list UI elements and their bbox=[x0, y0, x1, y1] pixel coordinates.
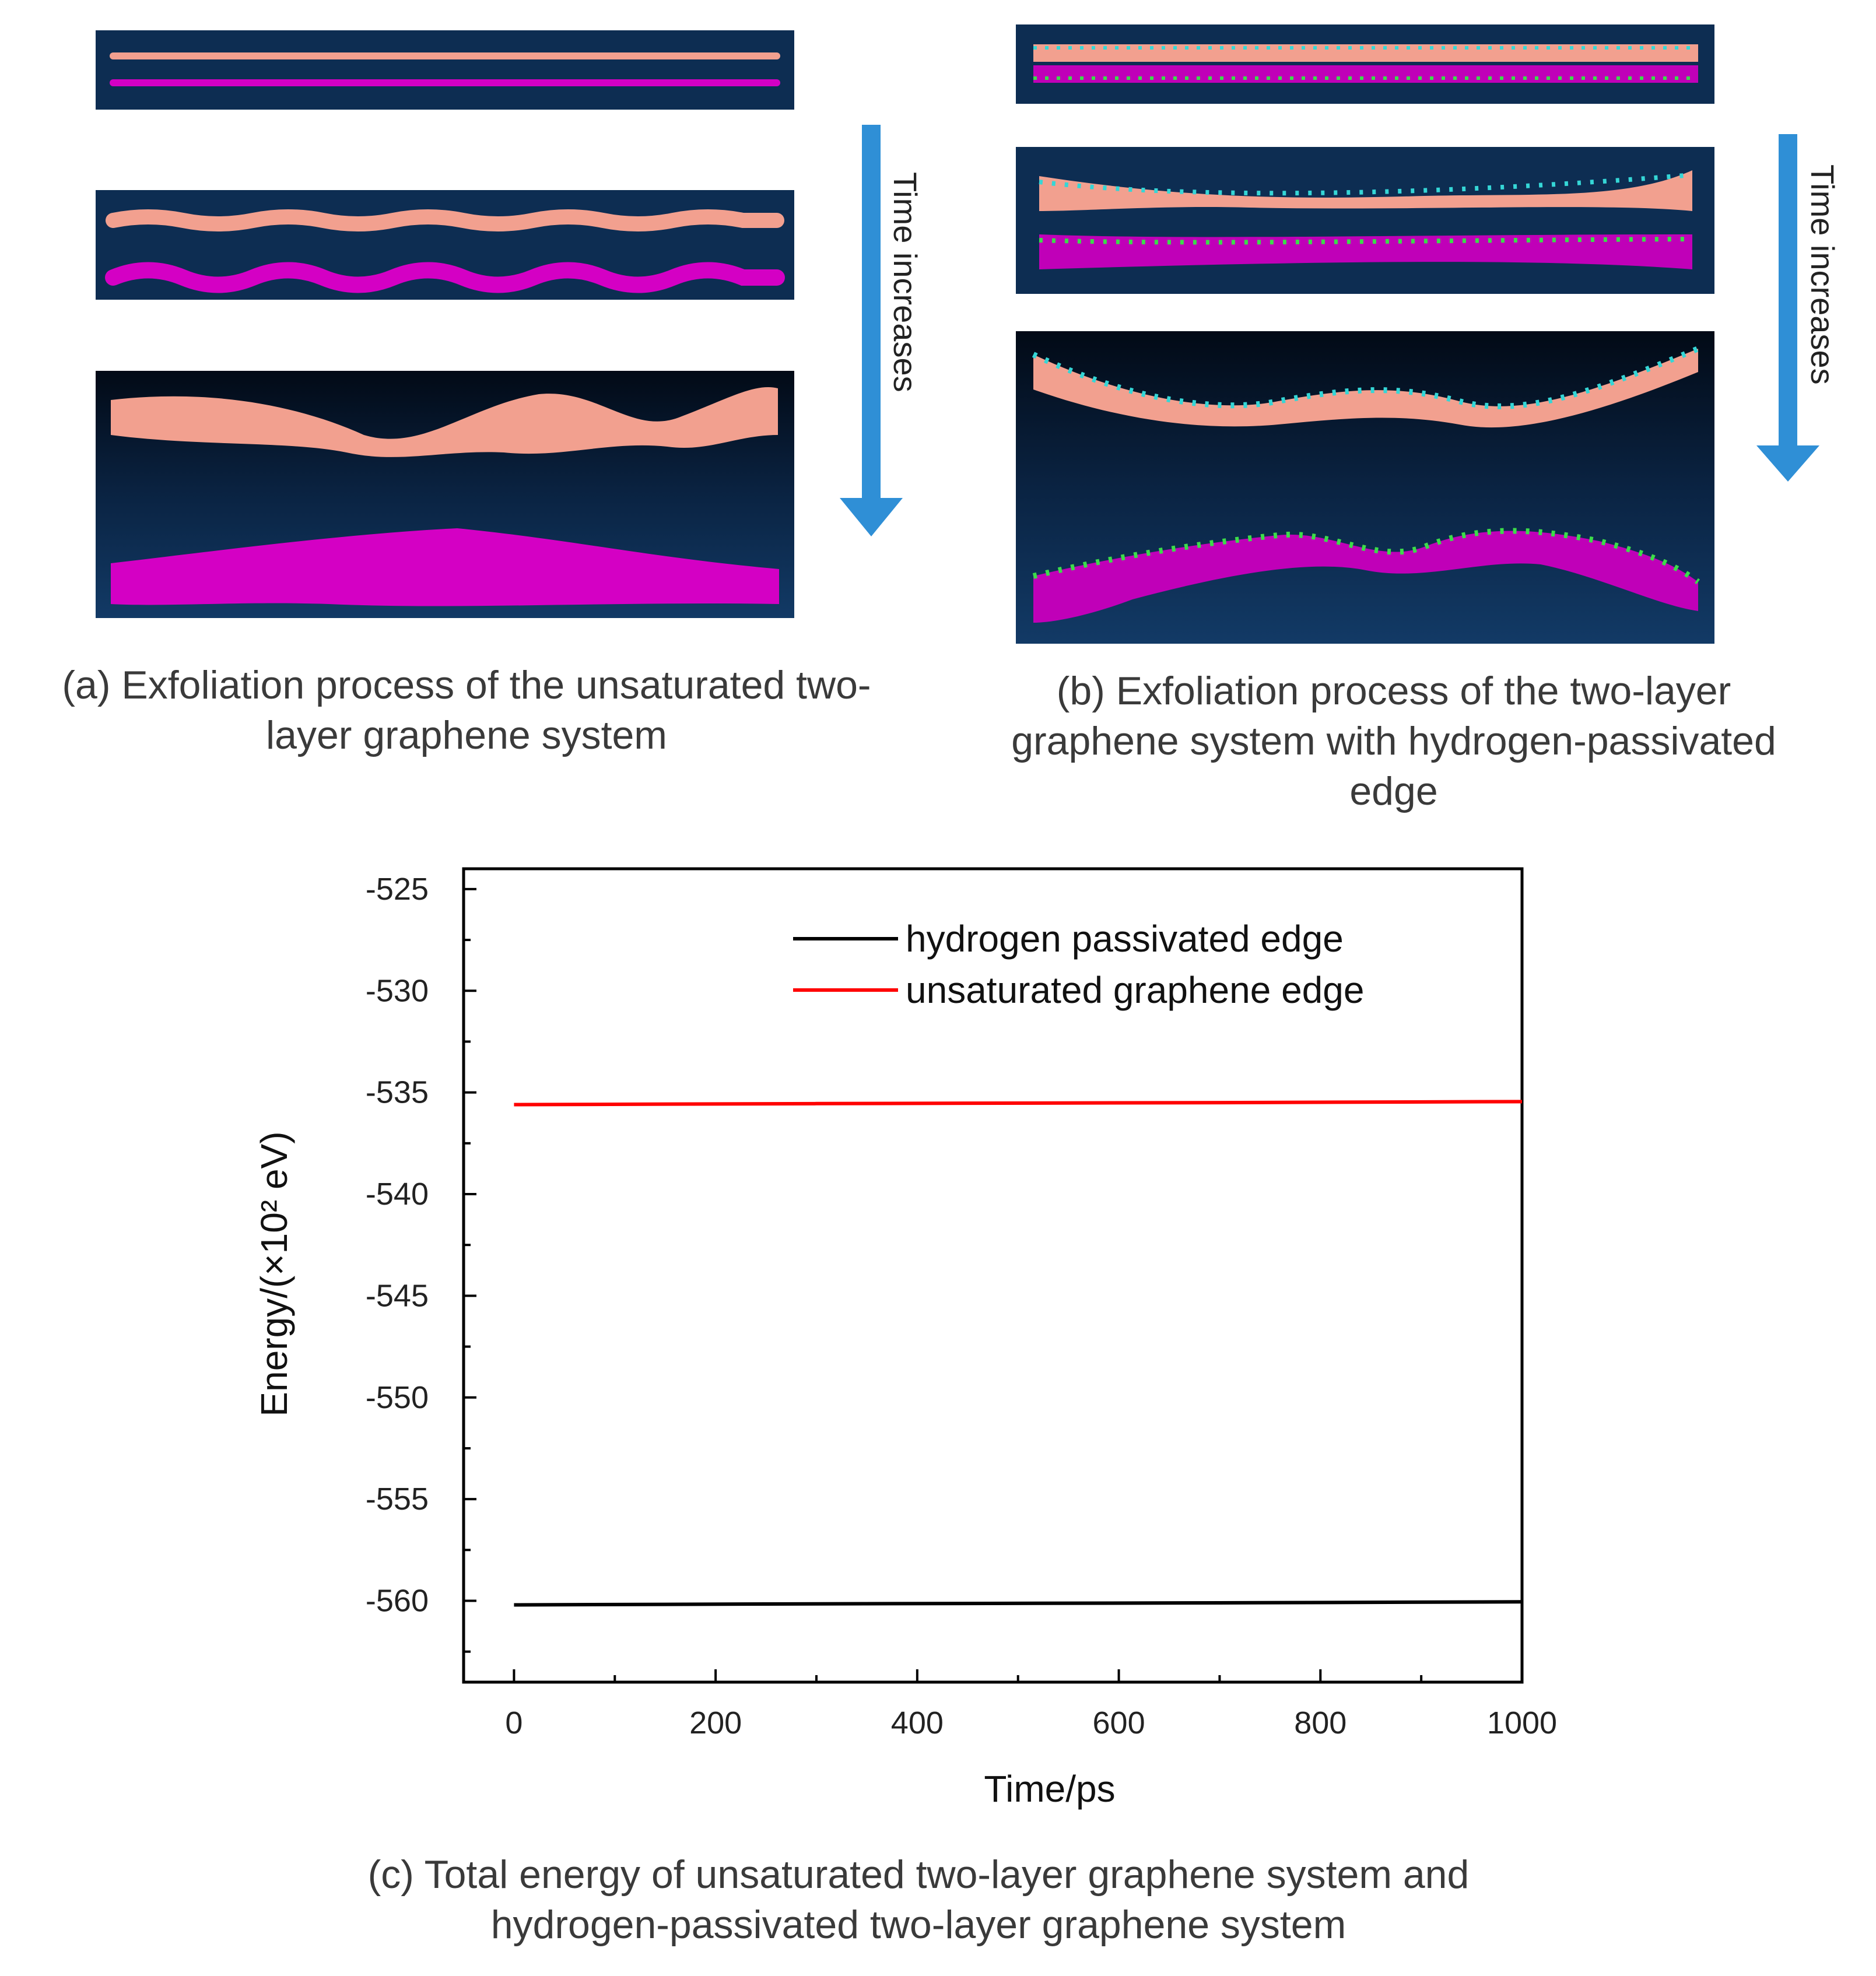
panel-a-snapshot-2-graphic bbox=[96, 190, 794, 300]
panel-a-snapshot-1 bbox=[96, 30, 794, 110]
legend-label: unsaturated graphene edge bbox=[906, 969, 1364, 1011]
x-tick-label: 1000 bbox=[1487, 1705, 1557, 1740]
panel-a-caption: (a) Exfoliation process of the unsaturat… bbox=[12, 660, 921, 760]
y-tick-label: -555 bbox=[366, 1482, 429, 1517]
panel-b-snapshot-3-graphic bbox=[1016, 331, 1714, 644]
panel-c-caption: (c) Total energy of unsaturated two-laye… bbox=[175, 1849, 1662, 1950]
panel-b-snapshot-1 bbox=[1016, 24, 1714, 104]
x-tick-label: 0 bbox=[505, 1705, 523, 1740]
panel-a-snapshot-3-graphic bbox=[96, 371, 794, 618]
panel-b-snapshot-3 bbox=[1016, 331, 1714, 644]
panel-b-snapshot-2-graphic bbox=[1016, 147, 1714, 294]
y-axis-title: Energy/(×10² eV) bbox=[253, 1131, 295, 1416]
panel-b-caption-line: graphene system with hydrogen-passivated bbox=[1011, 719, 1776, 763]
legend-label: hydrogen passivated edge bbox=[906, 918, 1344, 960]
plot-frame bbox=[462, 867, 1524, 1684]
panel-a-caption-line: (a) Exfoliation process of the unsaturat… bbox=[62, 663, 871, 707]
panel-a-snapshot-2 bbox=[96, 190, 794, 300]
panel-b-caption-line: edge bbox=[1349, 769, 1438, 813]
panel-b-snapshot-1-graphic bbox=[1016, 24, 1714, 104]
x-tick-label: 800 bbox=[1294, 1705, 1346, 1740]
y-tick-label: -550 bbox=[366, 1380, 429, 1415]
y-tick-label: -525 bbox=[366, 872, 429, 907]
x-axis-title: Time/ps bbox=[984, 1768, 1115, 1810]
panel-a-caption-line: layer graphene system bbox=[266, 713, 667, 757]
y-tick-label: -535 bbox=[366, 1075, 429, 1110]
x-tick-label: 400 bbox=[891, 1705, 944, 1740]
y-tick-label: -545 bbox=[366, 1278, 429, 1313]
time-arrow-a bbox=[840, 125, 903, 536]
x-tick-label: 200 bbox=[689, 1705, 742, 1740]
panel-b-snapshot-2 bbox=[1016, 147, 1714, 294]
y-tick-label: -540 bbox=[366, 1177, 429, 1212]
y-tick-label: -530 bbox=[366, 973, 429, 1008]
panel-c-caption-line: (c) Total energy of unsaturated two-laye… bbox=[367, 1852, 1470, 1897]
panel-c-caption-line: hydrogen-passivated two-layer graphene s… bbox=[490, 1903, 1346, 1947]
energy-chart: 0 200 400 600 800 1000 -525 -530 -535 -540 -545 -55… bbox=[253, 867, 1557, 1810]
panel-a-snapshot-1-graphic bbox=[96, 30, 794, 110]
y-tick-label: -560 bbox=[366, 1584, 429, 1619]
panel-a-snapshot-3 bbox=[96, 371, 794, 618]
series-line-hydrogen-passivated-edge bbox=[514, 1600, 1523, 1607]
panel-b-caption: (b) Exfoliation process of the two-layer… bbox=[956, 666, 1831, 816]
x-tick-label: 600 bbox=[1093, 1705, 1145, 1740]
series-line-unsaturated-graphene-edge bbox=[514, 1100, 1523, 1107]
panel-b-caption-line: (b) Exfoliation process of the two-layer bbox=[1056, 669, 1731, 713]
time-arrow-b bbox=[1756, 134, 1819, 482]
